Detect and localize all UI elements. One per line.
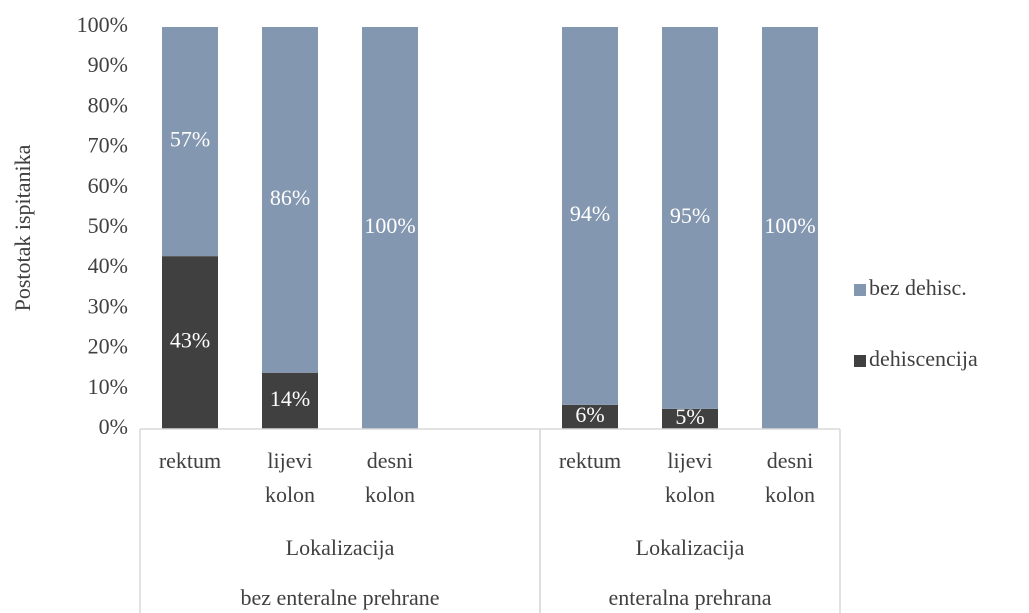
legend-swatch (854, 355, 866, 367)
data-label: 6% (575, 402, 604, 427)
bar-segment (362, 27, 418, 429)
group-sublabel: Lokalizacija (636, 535, 745, 560)
data-label: 100% (364, 213, 415, 238)
y-tick-label: 20% (88, 334, 128, 359)
group-sublabel: Lokalizacija (286, 535, 395, 560)
y-tick-label: 10% (88, 374, 128, 399)
data-label: 57% (170, 127, 210, 152)
group-label: enteralna prehrana (608, 585, 771, 610)
data-label: 86% (270, 185, 310, 210)
data-label: 43% (170, 328, 210, 353)
y-tick-label: 40% (88, 253, 128, 278)
y-tick-label: 80% (88, 92, 128, 117)
y-axis-title: Postotak ispitanika (10, 144, 35, 311)
y-tick-label: 60% (88, 173, 128, 198)
y-tick-label: 100% (77, 12, 128, 37)
x-tick-label: lijevi kolon (265, 448, 315, 507)
legend-label: bez dehisc. (869, 275, 967, 300)
legend-label: dehiscencija (869, 346, 978, 371)
data-label: 14% (270, 386, 310, 411)
data-label: 94% (570, 201, 610, 226)
x-tick-label: desni kolon (365, 448, 415, 507)
bar-segment (162, 256, 218, 429)
bar-segment (162, 27, 218, 257)
data-label: 95% (670, 203, 710, 228)
bar-segment (662, 27, 718, 409)
y-tick-label: 70% (88, 133, 128, 158)
bar-segment (662, 408, 718, 429)
y-tick-label: 90% (88, 52, 128, 77)
bar-segment (262, 27, 318, 373)
bar-segment (262, 372, 318, 429)
x-tick-label: desni kolon (765, 448, 815, 507)
data-label: 100% (764, 213, 815, 238)
bar-segment (762, 27, 818, 429)
bar-segment (562, 27, 618, 405)
legend-swatch (854, 284, 866, 296)
group-label: bez enteralne prehrane (240, 585, 439, 610)
y-tick-label: 0% (99, 414, 128, 439)
x-tick-label: lijevi kolon (665, 448, 715, 507)
x-tick-label: rektum (559, 448, 621, 473)
x-tick-label: rektum (159, 448, 221, 473)
bar-segment (562, 404, 618, 429)
y-tick-label: 30% (88, 293, 128, 318)
y-tick-label: 50% (88, 213, 128, 238)
